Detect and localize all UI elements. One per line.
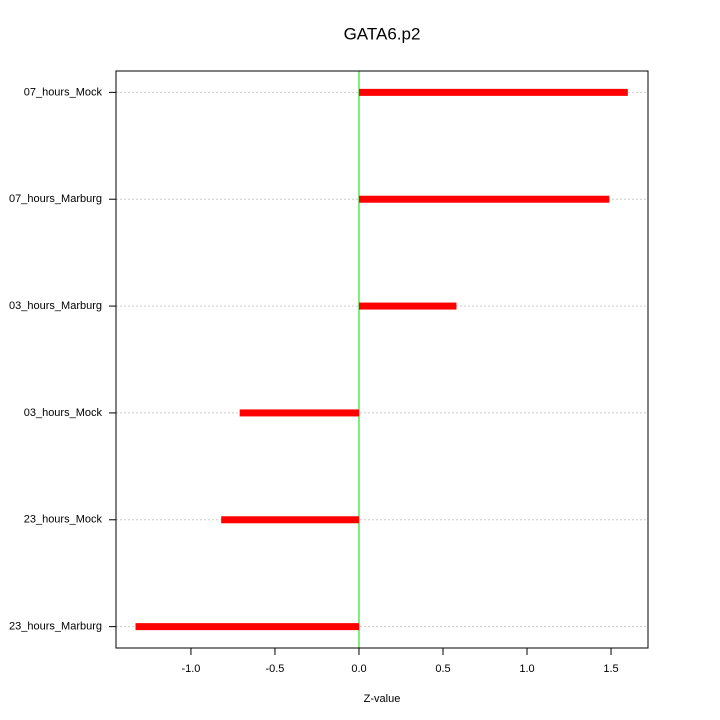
y-tick-label: 07_hours_Marburg: [9, 193, 102, 205]
y-tick-label: 23_hours_Mock: [24, 514, 103, 526]
x-axis-label: Z-value: [364, 693, 401, 705]
x-tick-label: 1.0: [519, 663, 534, 675]
y-tick-label: 03_hours_Marburg: [9, 300, 102, 312]
plot-frame: [115, 70, 649, 649]
y-tick-label: 07_hours_Mock: [24, 86, 103, 98]
bar: [358, 195, 610, 203]
bar: [239, 409, 359, 417]
x-tick-label: 0.0: [351, 663, 366, 675]
chart-title: GATA6.p2: [344, 24, 421, 43]
x-tick-label: -0.5: [265, 663, 284, 675]
x-tick-label: 1.5: [603, 663, 618, 675]
bar: [135, 623, 359, 631]
x-tick-label: -1.0: [181, 663, 200, 675]
bar: [358, 88, 628, 96]
y-tick-label: 23_hours_Marburg: [9, 621, 102, 633]
y-tick-label: 03_hours_Mock: [24, 407, 103, 419]
x-tick-label: 0.5: [435, 663, 450, 675]
bar: [221, 516, 359, 524]
bar: [358, 302, 457, 310]
